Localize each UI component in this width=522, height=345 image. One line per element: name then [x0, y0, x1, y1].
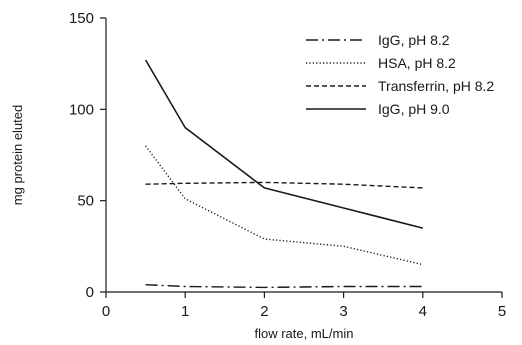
- y-tick-label: 150: [69, 10, 94, 27]
- y-tick-label: 100: [69, 101, 94, 118]
- x-tick-label: 0: [102, 303, 110, 320]
- y-axis-label: mg protein eluted: [10, 105, 25, 205]
- legend-label-hsa-ph-8-2: HSA, pH 8.2: [378, 55, 456, 71]
- series-lines: [144, 59, 423, 289]
- x-tick-label: 4: [419, 303, 427, 320]
- y-tick-label: 50: [77, 193, 94, 210]
- x-tick-label: 1: [181, 303, 189, 320]
- legend-label-transferrin-ph-8-2: Transferrin, pH 8.2: [378, 78, 494, 94]
- series-line-igg-ph-8-2: [145, 284, 423, 289]
- x-axis-label: flow rate, mL/min: [255, 326, 354, 341]
- series-line-transferrin-ph-8-2: [145, 181, 423, 189]
- x-tick-label: 5: [498, 303, 506, 320]
- legend-label-igg-ph-8-2: IgG, pH 8.2: [378, 32, 450, 48]
- series-line-igg-ph-9-0: [144, 59, 423, 229]
- x-tick-label: 3: [339, 303, 347, 320]
- y-tick-label: 0: [86, 284, 94, 301]
- tick-marks: [100, 17, 503, 298]
- series-line-hsa-ph-8-2: [145, 145, 423, 266]
- axes: [105, 18, 502, 293]
- x-tick-label: 2: [260, 303, 268, 320]
- legend-label-igg-ph-9-0: IgG, pH 9.0: [378, 101, 450, 117]
- legend: IgG, pH 8.2 HSA, pH 8.2 Transferrin, pH 8.…: [306, 32, 494, 117]
